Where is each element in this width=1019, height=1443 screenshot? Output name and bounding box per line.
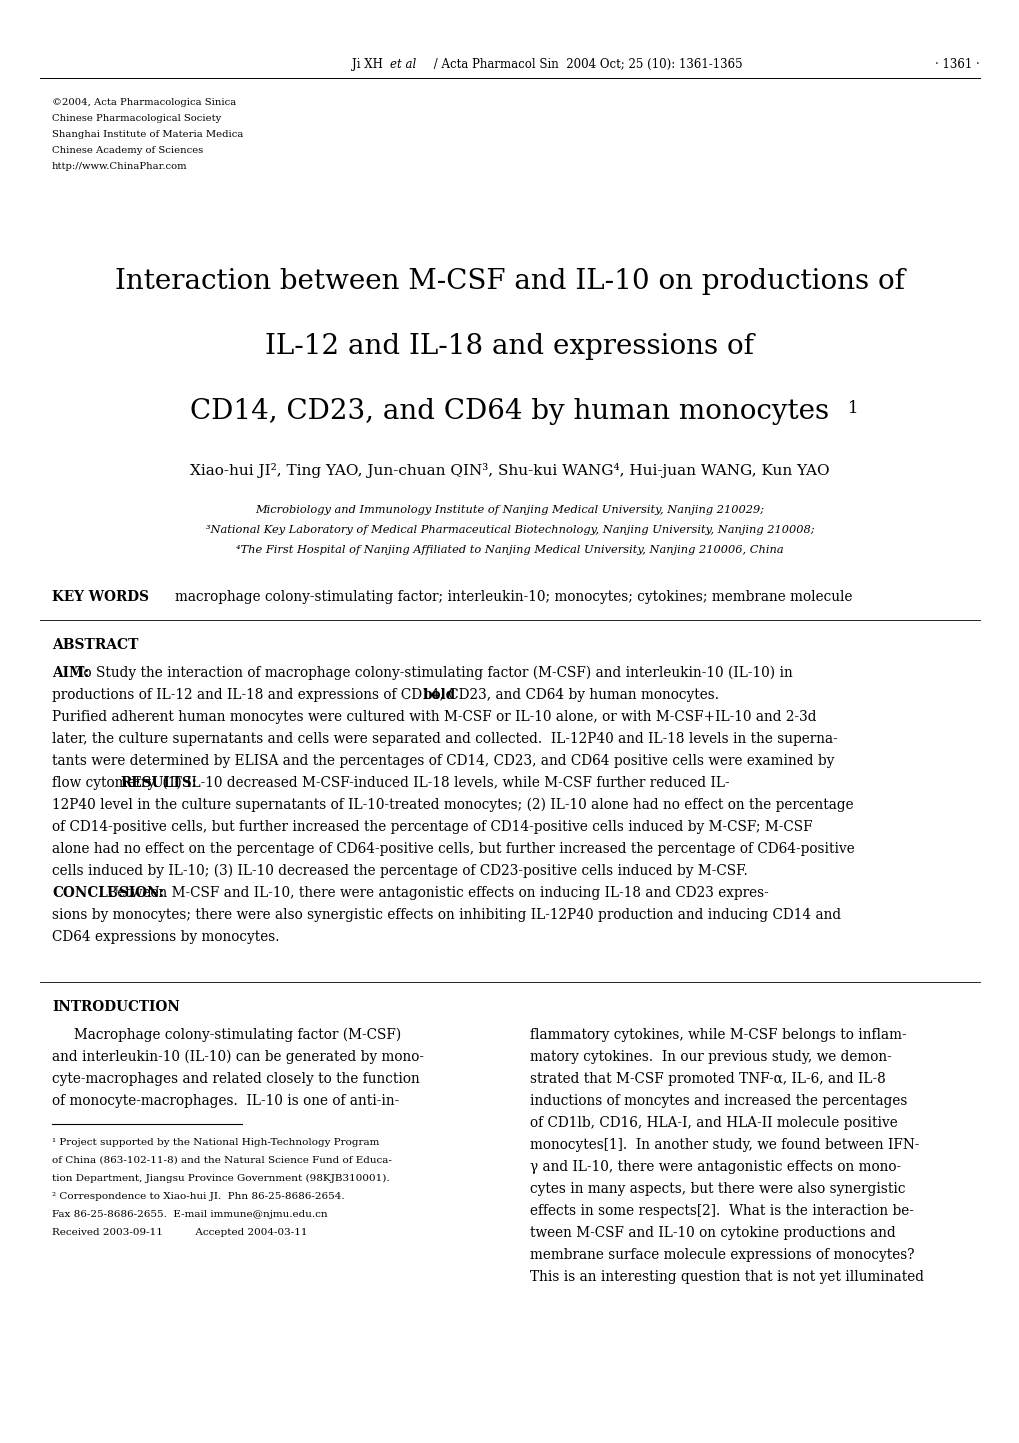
Text: AIM:: AIM:	[52, 667, 89, 680]
Text: Fax 86-25-8686-2655.  E-mail immune@njmu.edu.cn: Fax 86-25-8686-2655. E-mail immune@njmu.…	[52, 1211, 327, 1219]
Text: and interleukin-10 (IL-10) can be generated by mono-: and interleukin-10 (IL-10) can be genera…	[52, 1051, 424, 1065]
Text: 12P40 level in the culture supernatants of IL-10-treated monocytes; (2) IL-10 al: 12P40 level in the culture supernatants …	[52, 798, 853, 812]
Text: Received 2003-09-11          Accepted 2004-03-11: Received 2003-09-11 Accepted 2004-03-11	[52, 1228, 307, 1237]
Text: http://www.ChinaPhar.com: http://www.ChinaPhar.com	[52, 162, 187, 172]
Text: later, the culture supernatants and cells were separated and collected.  IL-12P4: later, the culture supernatants and cell…	[52, 732, 837, 746]
Text: ³National Key Laboratory of Medical Pharmaceutical Biotechnology, Nanjing Univer: ³National Key Laboratory of Medical Phar…	[206, 525, 813, 535]
Text: CD14, CD23, and CD64 by human monocytes: CD14, CD23, and CD64 by human monocytes	[191, 398, 828, 426]
Text: To Study the interaction of macrophage colony-stimulating factor (M-CSF) and int: To Study the interaction of macrophage c…	[70, 667, 792, 681]
Text: cells induced by IL-10; (3) IL-10 decreased the percentage of CD23-positive cell: cells induced by IL-10; (3) IL-10 decrea…	[52, 864, 747, 879]
Text: monocytes[1].  In another study, we found between IFN-: monocytes[1]. In another study, we found…	[530, 1139, 918, 1152]
Text: Macrophage colony-stimulating factor (M-CSF): Macrophage colony-stimulating factor (M-…	[52, 1027, 400, 1042]
Text: flow cytometry.: flow cytometry.	[52, 776, 166, 789]
Text: of China (863-102-11-8) and the Natural Science Fund of Educa-: of China (863-102-11-8) and the Natural …	[52, 1156, 391, 1165]
Text: of CD1lb, CD16, HLA-I, and HLA-II molecule positive: of CD1lb, CD16, HLA-I, and HLA-II molecu…	[530, 1115, 897, 1130]
Text: strated that M-CSF promoted TNF-α, IL-6, and IL-8: strated that M-CSF promoted TNF-α, IL-6,…	[530, 1072, 884, 1087]
Text: ⁴The First Hospital of Nanjing Affiliated to Nanjing Medical University, Nanjing: ⁴The First Hospital of Nanjing Affiliate…	[236, 545, 783, 556]
Text: tion Department, Jiangsu Province Government (98KJB310001).: tion Department, Jiangsu Province Govern…	[52, 1175, 389, 1183]
Text: tween M-CSF and IL-10 on cytokine productions and: tween M-CSF and IL-10 on cytokine produc…	[530, 1227, 895, 1240]
Text: Chinese Pharmacological Society: Chinese Pharmacological Society	[52, 114, 221, 123]
Text: matory cytokines.  In our previous study, we demon-: matory cytokines. In our previous study,…	[530, 1051, 891, 1063]
Text: ² Correspondence to Xiao-hui JI.  Phn 86-25-8686-2654.: ² Correspondence to Xiao-hui JI. Phn 86-…	[52, 1192, 344, 1201]
Text: inductions of moncytes and increased the percentages: inductions of moncytes and increased the…	[530, 1094, 907, 1108]
Text: tants were determined by ELISA and the percentages of CD14, CD23, and CD64 posit: tants were determined by ELISA and the p…	[52, 755, 834, 768]
Text: Interaction between M-CSF and IL-10 on productions of: Interaction between M-CSF and IL-10 on p…	[115, 268, 904, 294]
Text: et al: et al	[389, 58, 416, 71]
Text: sions by monocytes; there were also synergistic effects on inhibiting IL-12P40 p: sions by monocytes; there were also syne…	[52, 908, 841, 922]
Text: CONCLUSION:: CONCLUSION:	[52, 886, 164, 900]
Text: cyte-macrophages and related closely to the function: cyte-macrophages and related closely to …	[52, 1072, 420, 1087]
Text: of monocyte-macrophages.  IL-10 is one of anti-in-: of monocyte-macrophages. IL-10 is one of…	[52, 1094, 398, 1108]
Text: KEY WORDS: KEY WORDS	[52, 590, 149, 605]
Text: of CD14-positive cells, but further increased the percentage of CD14-positive ce: of CD14-positive cells, but further incr…	[52, 820, 812, 834]
Text: INTRODUCTION: INTRODUCTION	[52, 1000, 179, 1014]
Text: γ and IL-10, there were antagonistic effects on mono-: γ and IL-10, there were antagonistic eff…	[530, 1160, 900, 1175]
Text: (1) IL-10 decreased M-CSF-induced IL-18 levels, while M-CSF further reduced IL-: (1) IL-10 decreased M-CSF-induced IL-18 …	[158, 776, 729, 789]
Text: This is an interesting question that is not yet illuminated: This is an interesting question that is …	[530, 1270, 923, 1284]
Text: Between M-CSF and IL-10, there were antagonistic effects on inducing IL-18 and C: Between M-CSF and IL-10, there were anta…	[103, 886, 768, 900]
Text: Shanghai Institute of Materia Medica: Shanghai Institute of Materia Medica	[52, 130, 244, 139]
Text: ©2004, Acta Pharmacologica Sinica: ©2004, Acta Pharmacologica Sinica	[52, 98, 236, 107]
Text: membrane surface molecule expressions of monocytes?: membrane surface molecule expressions of…	[530, 1248, 914, 1263]
Text: ¹ Project supported by the National High-Technology Program: ¹ Project supported by the National High…	[52, 1139, 379, 1147]
Text: Xiao-hui JI², Ting YAO, Jun-chuan QIN³, Shu-kui WANG⁴, Hui-juan WANG, Kun YAO: Xiao-hui JI², Ting YAO, Jun-chuan QIN³, …	[190, 463, 829, 478]
Text: ABSTRACT: ABSTRACT	[52, 638, 139, 652]
Text: Chinese Academy of Sciences: Chinese Academy of Sciences	[52, 146, 203, 154]
Text: alone had no effect on the percentage of CD64-positive cells, but further increa: alone had no effect on the percentage of…	[52, 843, 854, 856]
Text: bold: bold	[422, 688, 455, 701]
Text: · 1361 ·: · 1361 ·	[934, 58, 979, 71]
Text: Microbiology and Immunology Institute of Nanjing Medical University, Nanjing 210: Microbiology and Immunology Institute of…	[255, 505, 764, 515]
Text: cytes in many aspects, but there were also synergistic: cytes in many aspects, but there were al…	[530, 1182, 905, 1196]
Text: Ji XH: Ji XH	[352, 58, 389, 71]
Text: macrophage colony-stimulating factor; interleukin-10; monocytes; cytokines; memb: macrophage colony-stimulating factor; in…	[175, 590, 852, 605]
Text: IL-12 and IL-18 and expressions of: IL-12 and IL-18 and expressions of	[265, 333, 754, 359]
Text: CD64 expressions by monocytes.: CD64 expressions by monocytes.	[52, 929, 279, 944]
Text: productions of IL-12 and IL-18 and expressions of CD14, CD23, and CD64 by human : productions of IL-12 and IL-18 and expre…	[52, 688, 727, 701]
Text: Purified adherent human monocytes were cultured with M-CSF or IL-10 alone, or wi: Purified adherent human monocytes were c…	[52, 710, 815, 724]
Text: 1: 1	[847, 400, 858, 417]
Text: flammatory cytokines, while M-CSF belongs to inflam-: flammatory cytokines, while M-CSF belong…	[530, 1027, 906, 1042]
Text: effects in some respects[2].  What is the interaction be-: effects in some respects[2]. What is the…	[530, 1203, 913, 1218]
Text: / Acta Pharmacol Sin  2004 Oct; 25 (10): 1361-1365: / Acta Pharmacol Sin 2004 Oct; 25 (10): …	[430, 58, 742, 71]
Text: RESULTS:: RESULTS:	[120, 776, 197, 789]
